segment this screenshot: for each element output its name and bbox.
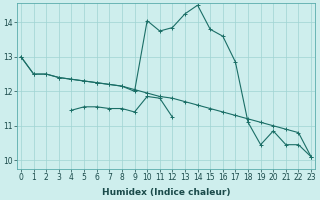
X-axis label: Humidex (Indice chaleur): Humidex (Indice chaleur) [102,188,230,197]
